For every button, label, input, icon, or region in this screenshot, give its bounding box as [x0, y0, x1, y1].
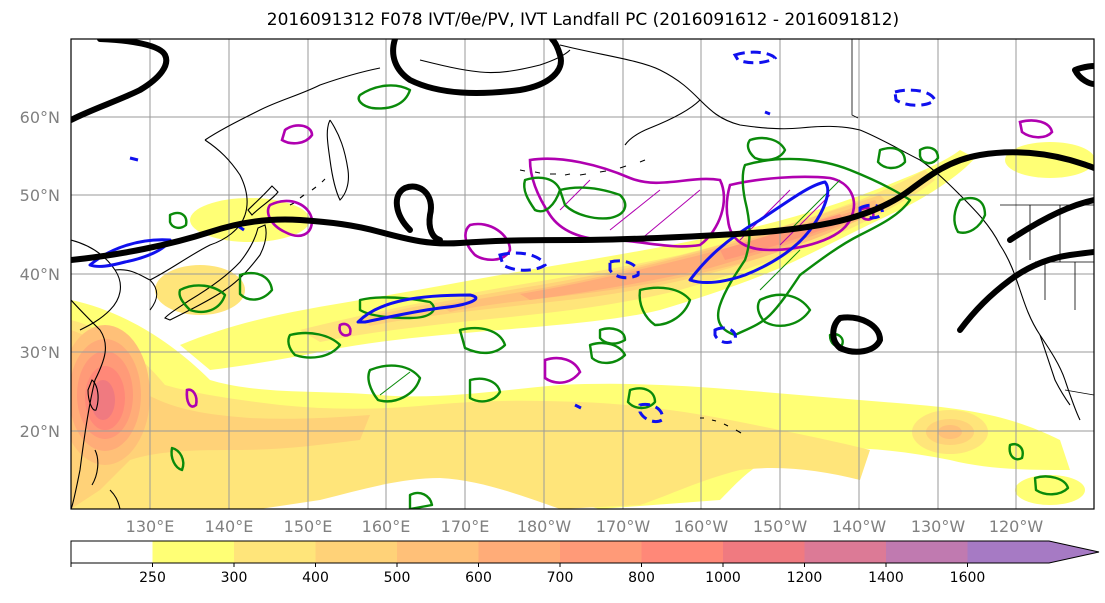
map-frame: [70, 38, 1095, 510]
colorbar-tick-label: 250: [139, 570, 166, 586]
colorbar-segment: [723, 541, 805, 563]
lon-label: 170°W: [596, 517, 651, 536]
latitude-labels: 60°N 50°N 40°N 30°N 20°N: [20, 108, 60, 441]
colorbar: 250 300 400 500 600 700 800 1000 1200 1400 1600: [70, 540, 1100, 586]
lon-label: 150°E: [284, 517, 333, 536]
lat-label: 60°N: [20, 108, 60, 127]
borders: [851, 39, 1094, 396]
map-gridlines: [71, 39, 1094, 509]
figure-title: 2016091312 F078 IVT/θe/PV, IVT Landfall …: [267, 10, 899, 30]
colorbar-segment: [234, 541, 316, 563]
lon-label: 150°W: [753, 517, 808, 536]
colorbar-segment: [152, 541, 234, 563]
colorbar-tick-label: 1600: [950, 570, 986, 586]
colorbar-segment: [315, 541, 397, 563]
longitude-labels: 130°E 140°E 150°E 160°E 170°E 180°W 170°…: [126, 517, 1044, 536]
lon-label: 120°W: [989, 517, 1044, 536]
colorbar-segment: [397, 541, 479, 563]
lat-label: 20°N: [20, 422, 60, 441]
colorbar-tick-label: 700: [547, 570, 574, 586]
colorbar-segment: [71, 541, 153, 563]
colorbar-outline: [70, 540, 1100, 564]
colorbar-tick-label: 600: [465, 570, 492, 586]
lon-label: 130°E: [126, 517, 175, 536]
colorbar-tick-label: 1400: [868, 570, 904, 586]
colorbar-segment: [967, 541, 1099, 563]
theta-e-contours: [168, 84, 1070, 509]
colorbar-tick-label: 800: [628, 570, 655, 586]
lon-label: 180°W: [517, 517, 572, 536]
colorbar-segment: [641, 541, 723, 563]
lon-label: 140°W: [832, 517, 887, 536]
lon-label: 160°E: [362, 517, 411, 536]
lat-label: 50°N: [20, 186, 60, 205]
colorbar-segment: [804, 541, 886, 563]
colorbar-tick-label: 1200: [787, 570, 823, 586]
colorbar-tick-label: 400: [302, 570, 329, 586]
lon-label: 130°W: [911, 517, 966, 536]
lat-label: 40°N: [20, 265, 60, 284]
lon-label: 170°E: [441, 517, 490, 536]
height-contours: [71, 39, 1094, 355]
lat-label: 30°N: [20, 343, 60, 362]
lon-label: 160°W: [674, 517, 729, 536]
colorbar-tick-label: 500: [384, 570, 411, 586]
colorbar-segment: [478, 541, 560, 563]
colorbar-tick-label: 1000: [705, 570, 741, 586]
ivt-pc-contours: [88, 50, 937, 424]
colorbar-tick-label: 300: [221, 570, 248, 586]
lon-label: 140°E: [205, 517, 254, 536]
pv-contours: [185, 119, 1054, 408]
colorbar-segment: [886, 541, 968, 563]
colorbar-segment: [560, 541, 642, 563]
